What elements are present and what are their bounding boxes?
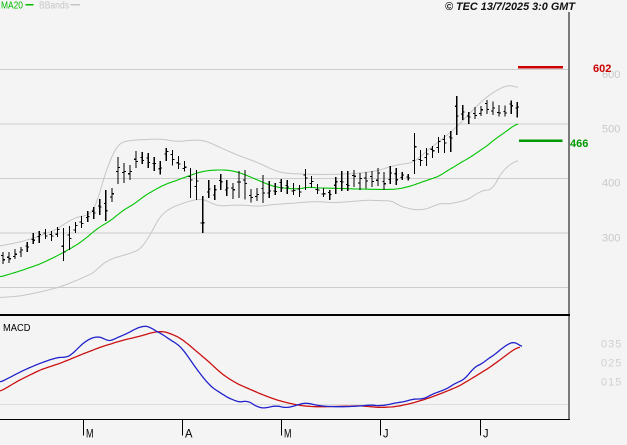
svg-text:A: A (185, 429, 193, 441)
svg-text:015: 015 (601, 377, 622, 389)
svg-text:466: 466 (570, 138, 588, 150)
svg-text:025: 025 (601, 358, 622, 370)
svg-text:400: 400 (602, 178, 620, 190)
svg-text:600: 600 (602, 69, 620, 81)
svg-text:035: 035 (601, 339, 622, 351)
svg-text:300: 300 (602, 233, 620, 245)
svg-text:J: J (483, 429, 489, 441)
svg-text:M: M (284, 429, 292, 441)
svg-text:500: 500 (602, 124, 620, 136)
svg-text:M: M (86, 429, 94, 441)
svg-text:BBands: BBands (39, 0, 69, 12)
svg-text:© TEC 13/7/2025 3:0 GMT: © TEC 13/7/2025 3:0 GMT (445, 1, 576, 13)
svg-text:MACD: MACD (3, 322, 31, 334)
svg-text:J: J (383, 429, 389, 441)
svg-text:602: 602 (593, 63, 611, 75)
svg-text:MA20: MA20 (1, 0, 23, 12)
